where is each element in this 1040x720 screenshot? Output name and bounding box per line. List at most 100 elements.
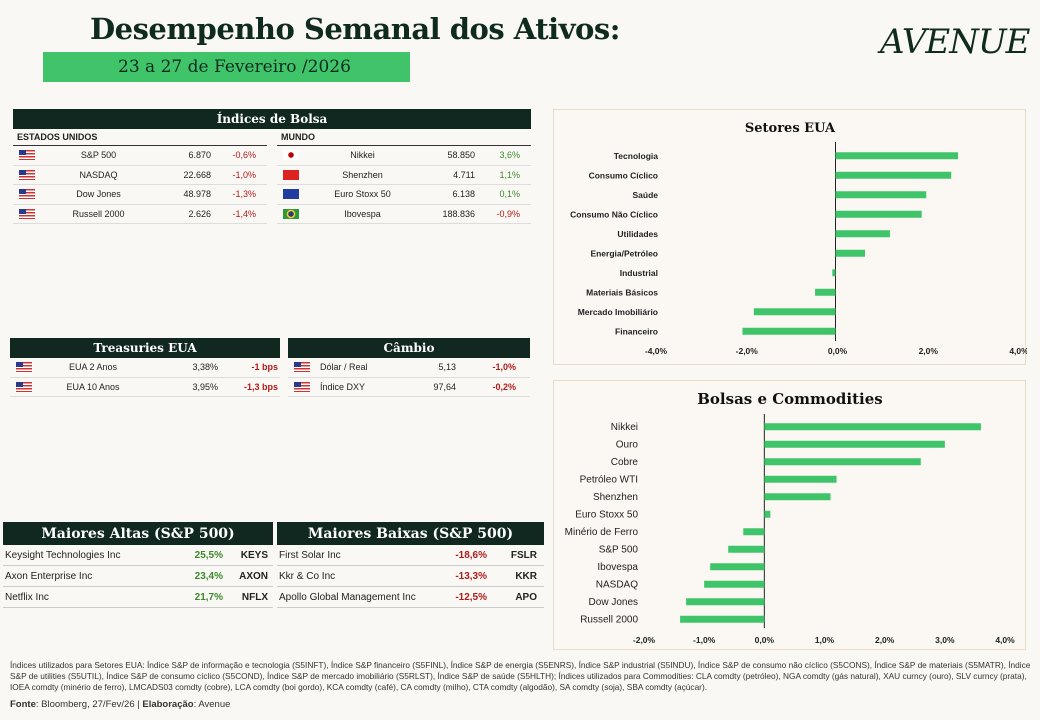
treasuries-title: Treasuries EUA	[10, 338, 280, 358]
eu-flag-icon	[283, 189, 299, 200]
br-flag-icon	[283, 208, 299, 219]
company-ticker: APO	[515, 591, 537, 603]
bar	[742, 327, 836, 335]
tick-label: -2,0%	[736, 346, 759, 356]
rate-name: EUA 2 Anos	[68, 362, 118, 373]
company-name: Keysight Technologies Inc	[5, 549, 121, 561]
category-label: Dow Jones	[589, 597, 638, 608]
bar	[764, 423, 981, 431]
bar	[835, 191, 927, 199]
rate-change: -1,3 bps	[243, 381, 278, 392]
index-change: -0,9%	[496, 208, 520, 219]
footer: Índices utilizados para Setores EUA: Índ…	[10, 660, 1035, 710]
index-value: 4.711	[453, 169, 475, 180]
category-label: Consumo Cíclico	[589, 170, 658, 180]
us-flag-icon	[19, 208, 35, 219]
category-label: Materiais Básicos	[586, 287, 658, 297]
index-value: 48.978	[183, 189, 211, 200]
index-name: Shenzhen	[342, 169, 383, 180]
index-name: Euro Stoxx 50	[334, 189, 391, 200]
us-flag-icon	[294, 362, 310, 373]
bar	[815, 288, 836, 296]
rate-row: Índice DXY 97,64 -0,2%	[288, 378, 530, 397]
rate-row: EUA 10 Anos 3,95% -1,3 bps	[10, 378, 280, 397]
tick-label: -4,0%	[645, 346, 668, 356]
us-flag-icon	[16, 381, 32, 392]
category-label: Industrial	[620, 268, 658, 278]
index-change: 1,1%	[499, 169, 520, 180]
setores-eua-chart: Setores EUA Tecnologia Consumo Cíclico Saúd…	[553, 109, 1029, 365]
bar	[753, 308, 836, 316]
us-label: ESTADOS UNIDOS	[13, 129, 267, 146]
indices-title: Índices de Bolsa	[13, 109, 531, 129]
index-value: 6.870	[188, 150, 211, 161]
tick-label: 4,0%	[1009, 346, 1027, 356]
avenue-logo: AVENUE	[880, 22, 1030, 62]
company-change: 25,5%	[194, 549, 223, 561]
bar	[686, 598, 765, 606]
index-value: 188.836	[442, 208, 475, 219]
category-label: Financeiro	[615, 326, 658, 336]
bar	[764, 440, 945, 448]
rate-value: 3,38%	[192, 362, 218, 373]
rate-value: 3,95%	[192, 381, 218, 392]
bar	[832, 269, 836, 277]
index-name: NASDAQ	[79, 169, 118, 180]
us-flag-icon	[294, 381, 310, 392]
tick-label: 2,0%	[919, 346, 939, 356]
index-name: Russell 2000	[72, 208, 125, 219]
company-ticker: KKR	[515, 570, 537, 582]
index-name: S&P 500	[80, 150, 117, 161]
index-row: Dow Jones 48.978 -1,3%	[13, 185, 267, 205]
category-label: Saúde	[632, 190, 658, 200]
tick-label: 0,0%	[755, 635, 775, 645]
company-name: Axon Enterprise Inc	[5, 570, 93, 582]
page-title: Desempenho Semanal dos Ativos:	[90, 12, 620, 46]
chart-title: Bolsas e Commodities	[697, 390, 882, 408]
rate-change: -0,2%	[492, 381, 516, 392]
bar	[835, 171, 952, 179]
index-value: 6.138	[452, 189, 475, 200]
us-flag-icon	[19, 150, 35, 161]
bar	[704, 580, 765, 588]
rate-change: -1,0%	[492, 362, 516, 373]
tick-label: 0,0%	[828, 346, 848, 356]
tick-label: 1,0%	[815, 635, 835, 645]
index-change: 3,6%	[499, 150, 520, 161]
mover-row: First Solar Inc -18,6% FSLR	[277, 545, 544, 566]
cambio-table: Câmbio Dólar / Real 5,13 -1,0% Índice DXY 97…	[288, 338, 530, 397]
category-label: Ouro	[616, 439, 639, 450]
index-change: -1,3%	[232, 189, 256, 200]
category-label: Cobre	[611, 457, 639, 468]
altas-title: Maiores Altas (S&P 500)	[3, 522, 273, 545]
category-label: Consumo Não Cíclico	[570, 209, 658, 219]
us-flag-icon	[16, 362, 32, 373]
tick-label: 2,0%	[875, 635, 895, 645]
category-label: Euro Stoxx 50	[575, 509, 638, 520]
company-change: 21,7%	[194, 591, 223, 603]
bolsas-commodities-chart: Bolsas e Commodities Nikkei Ouro Cobre Petró…	[553, 380, 1026, 650]
company-change: -13,3%	[455, 570, 487, 582]
index-name: Nikkei	[350, 150, 375, 161]
mover-row: Kkr & Co Inc -13,3% KKR	[277, 566, 544, 587]
index-value: 2.626	[188, 208, 211, 219]
rate-value: 97,64	[433, 381, 456, 392]
bar	[835, 210, 922, 218]
bar	[835, 152, 959, 160]
tick-label: -1,0%	[693, 635, 716, 645]
bar	[680, 615, 765, 623]
bar	[710, 563, 765, 571]
company-name: First Solar Inc	[279, 549, 341, 561]
rate-row: Dólar / Real 5,13 -1,0%	[288, 358, 530, 378]
tick-label: -2,0%	[633, 635, 656, 645]
bar	[728, 545, 765, 553]
jp-flag-icon	[283, 150, 299, 161]
index-row: S&P 500 6.870 -0,6%	[13, 146, 267, 166]
source-label: Fonte	[10, 699, 36, 710]
category-label: Petróleo WTI	[580, 474, 638, 485]
bar	[764, 510, 771, 518]
index-row: Ibovespa 188.836 -0,9%	[277, 205, 531, 224]
rate-change: -1 bps	[251, 362, 278, 373]
category-label: Ibovespa	[597, 562, 638, 573]
company-ticker: AXON	[239, 570, 268, 582]
